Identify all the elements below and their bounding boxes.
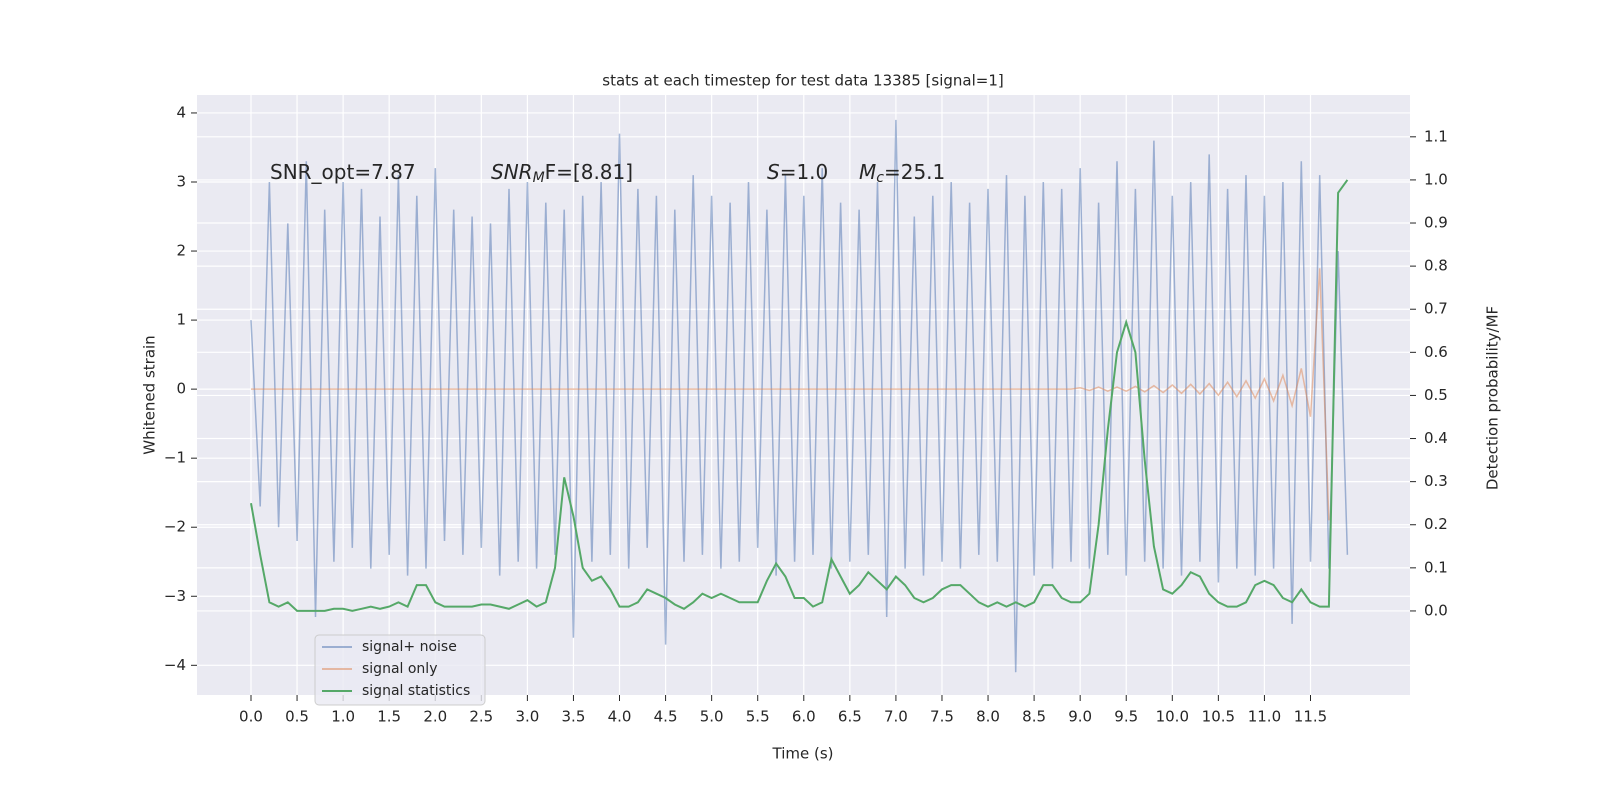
legend-label: signal+ noise [362,639,457,655]
y2-tick-label: 0.4 [1424,429,1448,447]
annotation-part: S [767,160,780,184]
y2-tick-label: 0.1 [1424,558,1448,576]
y2-tick-label: 0.8 [1424,257,1448,275]
annotation-part: =1.0 [780,160,829,184]
y2-tick-label: 0.3 [1424,472,1448,490]
y2-tick-label: 0.7 [1424,300,1448,318]
x-tick-label: 5.5 [746,708,770,726]
y-tick-label: −2 [164,518,186,536]
annotation-part: c [876,170,884,186]
annotation: SNRMF=[8.81] [491,160,633,187]
annotation: S=1.0 [767,160,828,184]
annotation: SNR_opt=7.87 [270,160,416,184]
annotation: Mc=25.1 [859,160,945,187]
annotation-part: =25.1 [884,160,945,184]
chart-title: stats at each timestep for test data 133… [602,72,1003,90]
y2-tick-label: 1.1 [1424,127,1448,145]
annotation-part: SNR [491,160,533,184]
x-tick-label: 2.0 [423,708,447,726]
y2-tick-label: 0.5 [1424,386,1448,404]
x-tick-label: 11.5 [1294,708,1327,726]
x-tick-label: 9.5 [1114,708,1138,726]
annotation-part: M [533,170,545,186]
y-tick-label: 3 [176,172,186,190]
annotation-part: SNR_opt=7.87 [270,160,416,184]
y-tick-label: 1 [176,311,186,329]
x-tick-label: 1.5 [377,708,401,726]
x-tick-label: 2.5 [469,708,493,726]
x-tick-label: 0.0 [239,708,263,726]
y-tick-label: −4 [164,656,186,674]
y-tick-label: 2 [176,242,186,260]
x-tick-label: 3.0 [515,708,539,726]
y2-tick-label: 0.2 [1424,515,1448,533]
x-tick-label: 3.5 [562,708,586,726]
x-tick-label: 9.0 [1068,708,1092,726]
x-tick-label: 10.0 [1156,708,1189,726]
y2-axis-label: Detection probability/MF [1484,306,1502,490]
x-tick-label: 8.5 [1022,708,1046,726]
x-tick-label: 7.5 [930,708,954,726]
x-tick-label: 4.0 [608,708,632,726]
y-tick-label: 0 [176,380,186,398]
annotation-part: F=[8.81] [545,160,633,184]
y-tick-label: −1 [164,449,186,467]
y2-tick-label: 0.9 [1424,214,1448,232]
x-tick-label: 4.5 [654,708,678,726]
y-tick-label: 4 [176,103,186,121]
legend-label: signal only [362,661,437,677]
series-line [250,119,1349,673]
x-tick-label: 0.5 [285,708,309,726]
x-tick-label: 7.0 [884,708,908,726]
y2-tick-label: 0.6 [1424,343,1448,361]
y2-tick-label: 0.0 [1424,601,1448,619]
x-tick-label: 8.0 [976,708,1000,726]
legend-label: signal statistics [362,683,470,699]
legend-box [314,634,486,706]
y-axis-label: Whitened strain [141,335,159,454]
y2-tick-label: 1.0 [1424,170,1448,188]
x-tick-label: 11.0 [1248,708,1281,726]
y-tick-label: −3 [164,587,186,605]
annotation-part: M [859,160,876,184]
series-line [251,268,1330,521]
x-tick-label: 1.0 [331,708,355,726]
x-tick-label: 6.0 [792,708,816,726]
x-tick-label: 6.5 [838,708,862,726]
series-line [250,179,1349,612]
x-axis-label: Time (s) [772,745,834,763]
x-tick-label: 10.5 [1202,708,1235,726]
x-tick-label: 5.0 [700,708,724,726]
